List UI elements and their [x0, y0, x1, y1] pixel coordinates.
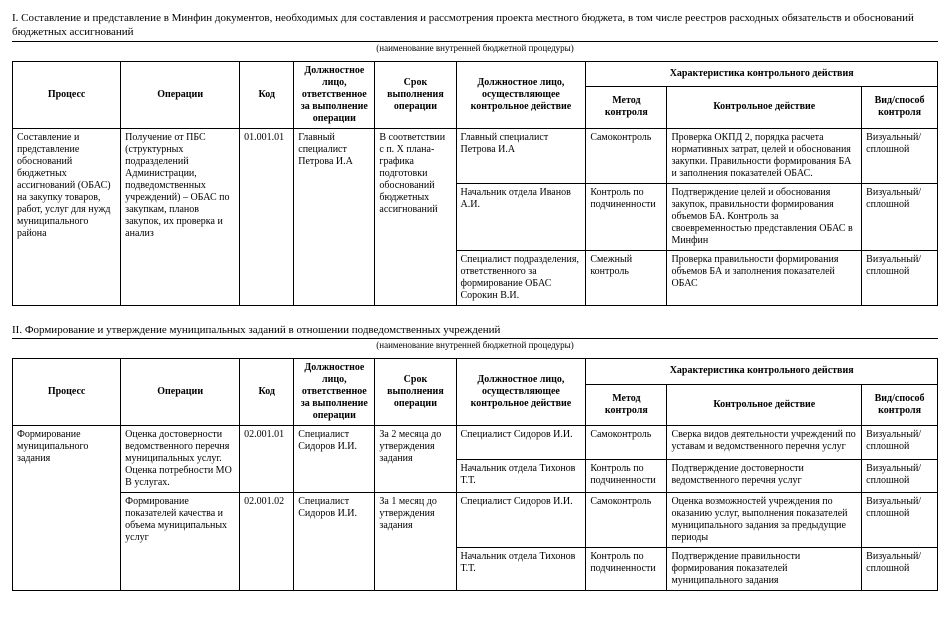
- cell-method: Самоконтроль: [586, 493, 667, 548]
- cell-responsible: Главный специалист Петрова И.А: [294, 128, 375, 305]
- th-action: Контрольное действие: [667, 384, 862, 426]
- cell-controller: Специалист подразделения, ответственного…: [456, 250, 586, 305]
- cell-mode: Визуальный/ сплошной: [862, 183, 938, 250]
- cell-code: 01.001.01: [240, 128, 294, 305]
- th-code: Код: [240, 359, 294, 426]
- cell-method: Контроль по подчиненности: [586, 548, 667, 591]
- table-section2: Процесс Операции Код Должностное лицо, о…: [12, 358, 938, 591]
- cell-action: Подтверждение правильности формирования …: [667, 548, 862, 591]
- table-section1: Процесс Операции Код Должностное лицо, о…: [12, 61, 938, 306]
- section2-subcaption: (наименование внутренней бюджетной проце…: [12, 340, 938, 350]
- cell-code: 02.001.02: [240, 493, 294, 591]
- cell-responsible: Специалист Сидоров И.И.: [294, 493, 375, 591]
- th-action: Контрольное действие: [667, 86, 862, 128]
- cell-action: Подтверждение целей и обоснования закупо…: [667, 183, 862, 250]
- cell-term: За 1 месяц до утверждения задания: [375, 493, 456, 591]
- cell-mode: Визуальный/ сплошной: [862, 426, 938, 460]
- th-term: Срок выполнения операции: [375, 359, 456, 426]
- cell-method: Самоконтроль: [586, 426, 667, 460]
- table-header-row: Процесс Операции Код Должностное лицо, о…: [13, 359, 938, 384]
- th-controller: Должностное лицо, осуществляющее контрол…: [456, 61, 586, 128]
- th-controller: Должностное лицо, осуществляющее контрол…: [456, 359, 586, 426]
- section2-title: II. Формирование и утверждение муниципал…: [12, 324, 938, 338]
- cell-mode: Визуальный/ сплошной: [862, 548, 938, 591]
- th-process: Процесс: [13, 61, 121, 128]
- cell-operation: Формирование показателей качества и объе…: [121, 493, 240, 591]
- th-process: Процесс: [13, 359, 121, 426]
- cell-mode: Визуальный/ сплошной: [862, 459, 938, 493]
- cell-method: Контроль по подчиненности: [586, 183, 667, 250]
- th-mode: Вид/способ контроля: [862, 384, 938, 426]
- cell-method: Контроль по подчиненности: [586, 459, 667, 493]
- cell-action: Подтверждение достоверности ведомственно…: [667, 459, 862, 493]
- th-code: Код: [240, 61, 294, 128]
- th-char-group: Характеристика контрольного действия: [586, 61, 938, 86]
- cell-code: 02.001.01: [240, 426, 294, 493]
- section1-subcaption: (наименование внутренней бюджетной проце…: [12, 43, 938, 53]
- cell-operation: Получение от ПБС (структурных подразделе…: [121, 128, 240, 305]
- th-operations: Операции: [121, 359, 240, 426]
- th-mode: Вид/способ контроля: [862, 86, 938, 128]
- cell-term: В соответствии с п. X плана-графика подг…: [375, 128, 456, 305]
- section1-title: I. Составление и представление в Минфин …: [12, 12, 938, 40]
- divider: [12, 41, 938, 42]
- cell-action: Оценка возможностей учреждения по оказан…: [667, 493, 862, 548]
- cell-action: Проверка ОКПД 2, порядка расчета нормати…: [667, 128, 862, 183]
- cell-controller: Начальник отдела Тихонов Т.Т.: [456, 548, 586, 591]
- cell-action: Проверка правильности формирования объем…: [667, 250, 862, 305]
- table-row: Формирование показателей качества и объе…: [13, 493, 938, 548]
- cell-controller: Начальник отдела Иванов А.И.: [456, 183, 586, 250]
- cell-operation: Оценка достоверности ведомственного пере…: [121, 426, 240, 493]
- th-char-group: Характеристика контрольного действия: [586, 359, 938, 384]
- cell-mode: Визуальный/ сплошной: [862, 128, 938, 183]
- cell-mode: Визуальный/ сплошной: [862, 250, 938, 305]
- cell-term: За 2 месяца до утверждения задания: [375, 426, 456, 493]
- cell-mode: Визуальный/ сплошной: [862, 493, 938, 548]
- cell-process: Составление и представление обоснований …: [13, 128, 121, 305]
- th-method: Метод контроля: [586, 384, 667, 426]
- th-operations: Операции: [121, 61, 240, 128]
- table-header-row: Процесс Операции Код Должностное лицо, о…: [13, 61, 938, 86]
- cell-controller: Главный специалист Петрова И.А: [456, 128, 586, 183]
- th-responsible: Должностное лицо, ответственное за выпол…: [294, 61, 375, 128]
- cell-method: Смежный контроль: [586, 250, 667, 305]
- cell-method: Самоконтроль: [586, 128, 667, 183]
- cell-controller: Начальник отдела Тихонов Т.Т.: [456, 459, 586, 493]
- th-term: Срок выполнения операции: [375, 61, 456, 128]
- table-row: Составление и представление обоснований …: [13, 128, 938, 183]
- cell-controller: Специалист Сидоров И.И.: [456, 493, 586, 548]
- cell-responsible: Специалист Сидоров И.И.: [294, 426, 375, 493]
- cell-action: Сверка видов деятельности учреждений по …: [667, 426, 862, 460]
- cell-controller: Специалист Сидоров И.И.: [456, 426, 586, 460]
- th-responsible: Должностное лицо, ответственное за выпол…: [294, 359, 375, 426]
- cell-process: Формирование муниципального задания: [13, 426, 121, 591]
- divider: [12, 338, 938, 339]
- th-method: Метод контроля: [586, 86, 667, 128]
- table-row: Формирование муниципального задания Оцен…: [13, 426, 938, 460]
